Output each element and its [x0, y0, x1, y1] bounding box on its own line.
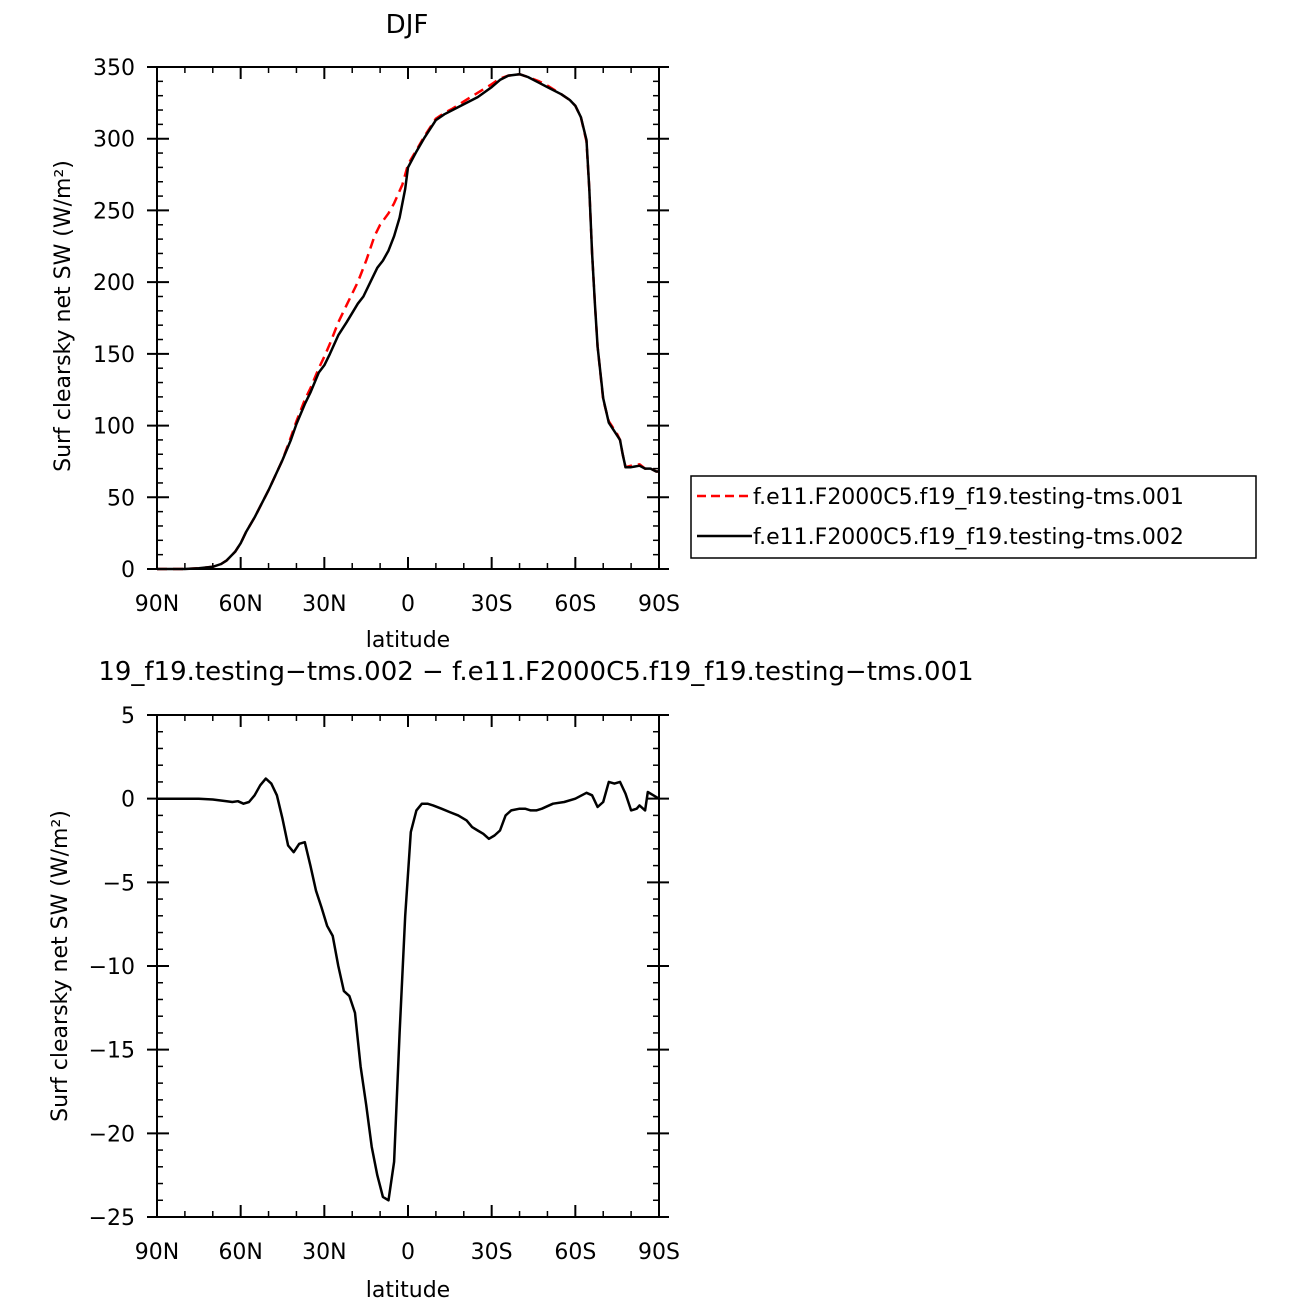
y-tick-label: 100	[93, 415, 135, 440]
x-tick-label: 90S	[638, 1240, 680, 1265]
chart-top-title: DJF	[386, 10, 429, 40]
chart-bottom-frame	[156, 714, 660, 1218]
x-tick-label: 30N	[302, 1240, 346, 1265]
x-tick-label: 60S	[554, 592, 596, 617]
x-tick-label: 60S	[554, 1240, 596, 1265]
x-tick-label: 60N	[218, 1240, 262, 1265]
x-tick-label: 0	[401, 1240, 415, 1265]
chart-bottom-series	[157, 777, 660, 1202]
x-tick-label: 90N	[135, 592, 179, 617]
series-line-top-0	[157, 72, 659, 571]
x-tick-label: 90N	[135, 1240, 179, 1265]
y-tick-label: 0	[121, 558, 135, 583]
chart-bottom: 19_f19.testing−tms.002 − f.e11.F2000C5.f…	[48, 657, 974, 1303]
chart-bottom-ylabel: Surf clearsky net SW (W/m²)	[48, 810, 73, 1122]
y-tick-label: 300	[93, 128, 135, 153]
chart-top-ylabel: Surf clearsky net SW (W/m²)	[51, 160, 76, 472]
series-line-bottom-0	[157, 777, 660, 1202]
y-tick-label: −5	[103, 871, 135, 896]
x-tick-label: 0	[401, 592, 415, 617]
x-tick-label: 30N	[302, 592, 346, 617]
x-tick-label: 30S	[471, 592, 513, 617]
x-tick-label: 30S	[471, 1240, 513, 1265]
chart-top: DJF latitude Surf clearsky net SW (W/m²)…	[51, 10, 680, 653]
chart-bottom-title: 19_f19.testing−tms.002 − f.e11.F2000C5.f…	[98, 657, 973, 687]
x-tick-label: 90S	[638, 592, 680, 617]
chart-top-frame	[156, 66, 660, 570]
x-tick-label: 60N	[218, 592, 262, 617]
y-tick-label: −20	[89, 1122, 135, 1147]
series-line-top-1	[157, 72, 659, 571]
y-tick-label: 250	[93, 199, 135, 224]
y-tick-label: −15	[89, 1039, 135, 1064]
y-tick-label: 5	[121, 704, 135, 729]
chart-top-series	[157, 72, 659, 571]
y-tick-label: 50	[107, 486, 135, 511]
chart-top-xlabel: latitude	[366, 628, 450, 653]
legend: f.e11.F2000C5.f19_f19.testing-tms.001 f.…	[690, 475, 1257, 559]
y-tick-label: 0	[121, 788, 135, 813]
chart-bottom-xlabel: latitude	[366, 1278, 450, 1303]
chart-top-ticks: 90N 60N 30N 0 30S 60S 90S 0 50 100 150 200 250 300 350	[93, 56, 680, 617]
chart-bottom-ticks: 90N 60N 30N 0 30S 60S 90S 5 0 −5 −10 −15 −20 −25	[89, 704, 680, 1265]
y-tick-label: −10	[89, 955, 135, 980]
y-tick-label: 150	[93, 343, 135, 368]
legend-label-002: f.e11.F2000C5.f19_f19.testing-tms.002	[753, 525, 1184, 550]
legend-label-001: f.e11.F2000C5.f19_f19.testing-tms.001	[753, 485, 1184, 510]
y-tick-label: 200	[93, 271, 135, 296]
y-tick-label: −25	[89, 1206, 135, 1231]
legend-box	[690, 475, 1257, 559]
y-tick-label: 350	[93, 56, 135, 81]
